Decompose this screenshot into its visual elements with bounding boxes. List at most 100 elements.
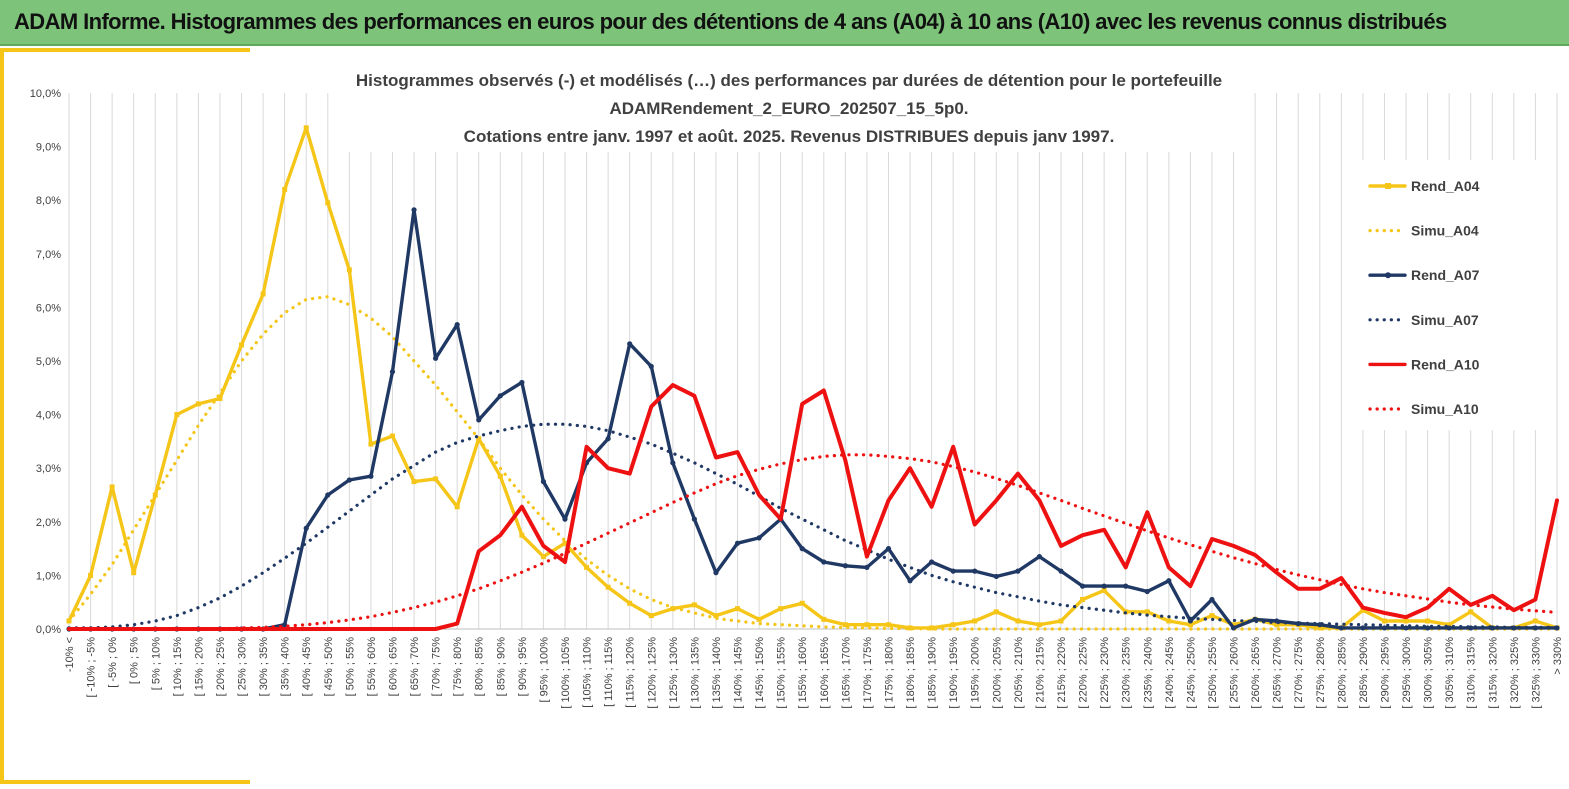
point-rend-a04 (993, 609, 999, 615)
x-tick-label: [ 115% ; 120% (625, 637, 637, 708)
x-tick-label: [ 305% ; 310% (1444, 637, 1456, 709)
y-tick-label: 9,0% (36, 142, 61, 154)
point-rend-a07 (1425, 625, 1431, 631)
point-rend-a04 (670, 606, 676, 612)
point-rend-a04 (1274, 622, 1280, 628)
x-tick-label: [ 310% ; 315% (1466, 637, 1478, 709)
point-rend-a04 (260, 291, 266, 297)
x-tick-label: > 330% (1552, 637, 1564, 675)
point-rend-a07 (1123, 583, 1129, 589)
point-rend-a07 (713, 570, 719, 576)
y-tick-label: 1,0% (36, 570, 61, 582)
x-tick-label: [ 170% ; 175% (862, 637, 874, 709)
point-rend-a04 (1446, 622, 1452, 628)
legend-marker-rend-a04 (1385, 183, 1391, 189)
x-tick-label: [ 60% ; 65% (387, 637, 399, 697)
x-tick-label: [ 315% ; 320% (1487, 637, 1499, 709)
x-tick-label: [ 95% ; 100% (538, 637, 550, 703)
y-tick-label: 6,0% (36, 302, 61, 314)
point-rend-a04 (325, 200, 331, 206)
x-tick-label: [ 130% ; 135% (689, 637, 701, 709)
point-rend-a07 (627, 341, 633, 347)
x-tick-label: [ 10% ; 15% (172, 637, 184, 697)
x-tick-label: [ 250% ; 255% (1207, 637, 1219, 709)
point-rend-a04 (88, 572, 94, 578)
point-rend-a07 (519, 379, 525, 386)
x-tick-label: [ 210% ; 215% (1034, 637, 1046, 709)
x-tick-label: [ 205% ; 210% (1013, 637, 1025, 709)
point-rend-a07 (540, 479, 547, 485)
point-rend-a04 (1403, 618, 1409, 624)
x-tick-label: [ 275% ; 280% (1315, 637, 1327, 709)
point-rend-a04 (1036, 622, 1042, 628)
chart-title: Histogrammes observés (-) et modélisés (… (356, 71, 1222, 146)
point-rend-a07 (648, 363, 654, 369)
point-rend-a07 (993, 573, 999, 580)
point-rend-a07 (1036, 554, 1043, 560)
point-rend-a04 (1468, 609, 1474, 615)
accent-line-left (0, 48, 4, 783)
point-rend-a04 (562, 540, 568, 546)
point-rend-a07 (1403, 625, 1409, 631)
point-rend-a04 (346, 267, 352, 273)
x-tick-label: [ 140% ; 145% (733, 637, 745, 709)
x-tick-label: [ 25% ; 30% (237, 637, 249, 697)
point-rend-a04 (1101, 587, 1107, 593)
x-tick-label: [ 120% ; 125% (646, 637, 658, 709)
x-tick-label: -10% < (64, 637, 76, 672)
point-rend-a04 (627, 600, 633, 606)
x-tick-label: [ 30% ; 35% (258, 637, 270, 697)
x-tick-label: [ 245% ; 250% (1185, 637, 1197, 709)
x-tick-label: [ 135% ; 140% (711, 637, 723, 709)
y-tick-label: 10,0% (30, 88, 61, 100)
x-tick-label: [ 215% ; 220% (1056, 637, 1068, 709)
x-tick-label: [ 230% ; 235% (1121, 637, 1133, 709)
x-tick-label: [ 65% ; 70% (409, 637, 421, 697)
point-rend-a07 (411, 207, 417, 213)
point-rend-a04 (1231, 622, 1237, 628)
point-rend-a07 (1338, 625, 1344, 631)
x-tick-label: [ 325% ; 330% (1530, 637, 1542, 709)
point-rend-a07 (562, 516, 568, 522)
point-rend-a07 (972, 568, 978, 574)
point-rend-a04 (109, 484, 115, 490)
x-tick-label: [ 200% ; 205% (991, 637, 1003, 709)
point-rend-a07 (1101, 583, 1107, 589)
point-rend-a07 (1079, 583, 1086, 589)
point-rend-a07 (864, 564, 870, 570)
point-rend-a04 (756, 616, 762, 622)
x-tick-label: [ -10% ; -5% (86, 637, 98, 698)
point-rend-a04 (1532, 618, 1538, 624)
point-rend-a04 (519, 532, 525, 538)
point-rend-a04 (303, 125, 309, 131)
accent-line-top (0, 48, 250, 52)
point-rend-a07 (842, 563, 848, 569)
series-simu-a07 (67, 422, 1559, 630)
x-tick-label: [ 35% ; 40% (280, 637, 292, 697)
x-tick-label: [ 220% ; 225% (1078, 637, 1090, 709)
point-rend-a04 (907, 625, 913, 631)
point-rend-a07 (605, 436, 611, 442)
point-rend-a04 (821, 616, 827, 622)
point-rend-a07 (368, 473, 374, 479)
series-rend-a10 (67, 383, 1559, 631)
legend-label-rend-a10: Rend_A10 (1411, 356, 1480, 372)
x-tick-label: [ 145% ; 150% (754, 637, 766, 709)
point-rend-a04 (778, 606, 784, 612)
x-tick-label: [ 225% ; 230% (1099, 637, 1111, 709)
point-rend-a07 (1209, 596, 1215, 603)
legend-background (1350, 160, 1540, 430)
point-rend-a04 (605, 584, 611, 590)
legend-label-simu-a10: Simu_A10 (1411, 401, 1479, 417)
series-simu-a04 (67, 295, 1559, 631)
point-rend-a07 (303, 525, 309, 531)
x-tick-label: [ 70% ; 75% (431, 637, 443, 697)
point-rend-a07 (1015, 568, 1021, 574)
x-tick-label: [ 195% ; 200% (970, 637, 982, 709)
point-rend-a07 (907, 578, 913, 584)
x-tick-label: [ 300% ; 305% (1423, 637, 1435, 709)
point-rend-a07 (1144, 588, 1150, 595)
x-tick-label: [ 320% ; 325% (1509, 637, 1521, 709)
point-rend-a07 (670, 460, 676, 466)
point-rend-a04 (1381, 618, 1387, 624)
